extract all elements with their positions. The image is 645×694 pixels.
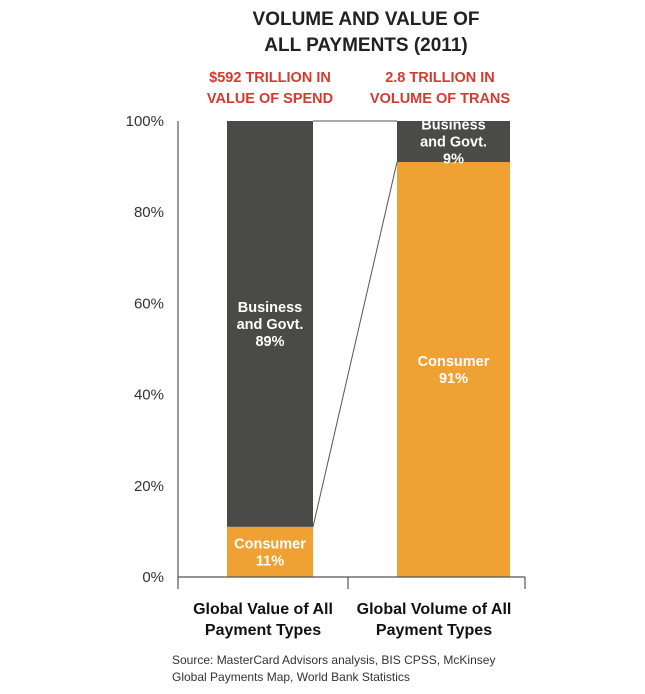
volume-header-line-2: VOLUME OF TRANS xyxy=(370,91,510,107)
category-label-value-line-1: Global Value of All xyxy=(193,601,333,618)
volume-header-line-1: 2.8 TRILLION IN xyxy=(385,70,495,86)
bar-value-consumer xyxy=(227,526,313,577)
label-volume-business-line-2: and Govt. xyxy=(420,135,487,151)
label-volume-business-line-1: Business xyxy=(421,118,485,134)
bar-volume-consumer xyxy=(397,162,510,578)
value-header-line-1: $592 TRILLION IN xyxy=(209,70,331,86)
source-note-line-1: Source: MasterCard Advisors analysis, BI… xyxy=(172,653,495,667)
label-volume-business-line-3: 9% xyxy=(443,152,464,168)
connector-lines xyxy=(312,120,398,527)
source-note-line-2: Global Payments Map, World Bank Statisti… xyxy=(172,670,410,684)
y-tick-label-0: 0% xyxy=(142,569,164,586)
y-tick-labels: 0% 20% 40% 60% 80% 100% xyxy=(126,113,164,586)
y-tick-label-5: 100% xyxy=(126,113,164,130)
value-header-line-2: VALUE OF SPEND xyxy=(207,91,333,107)
label-value-business-line-3: 89% xyxy=(255,334,284,350)
chart-title-line-2: ALL PAYMENTS (2011) xyxy=(264,35,467,56)
bar-volume-business xyxy=(397,121,510,163)
connector-boundary xyxy=(312,161,398,527)
axes xyxy=(177,121,526,589)
label-value-business-line-1: Business xyxy=(238,300,302,316)
label-value-business-line-2: and Govt. xyxy=(237,317,304,333)
label-value-consumer-line-2: 11% xyxy=(256,553,284,569)
label-volume-consumer-line-2: 91% xyxy=(439,371,468,387)
y-tick-label-1: 20% xyxy=(134,478,164,495)
y-tick-label-2: 40% xyxy=(134,387,164,404)
chart-title-line-1: VOLUME AND VALUE OF xyxy=(253,9,480,30)
bar-value-business xyxy=(227,121,313,527)
label-value-consumer-line-1: Consumer xyxy=(234,536,306,552)
bars-group xyxy=(227,121,510,578)
y-tick-label-4: 80% xyxy=(134,204,164,221)
y-tick-label-3: 60% xyxy=(134,295,164,312)
category-label-volume-line-1: Global Volume of All xyxy=(357,601,512,618)
category-label-volume-line-2: Payment Types xyxy=(376,622,492,639)
category-label-value-line-2: Payment Types xyxy=(205,622,321,639)
label-volume-consumer-line-1: Consumer xyxy=(418,354,490,370)
